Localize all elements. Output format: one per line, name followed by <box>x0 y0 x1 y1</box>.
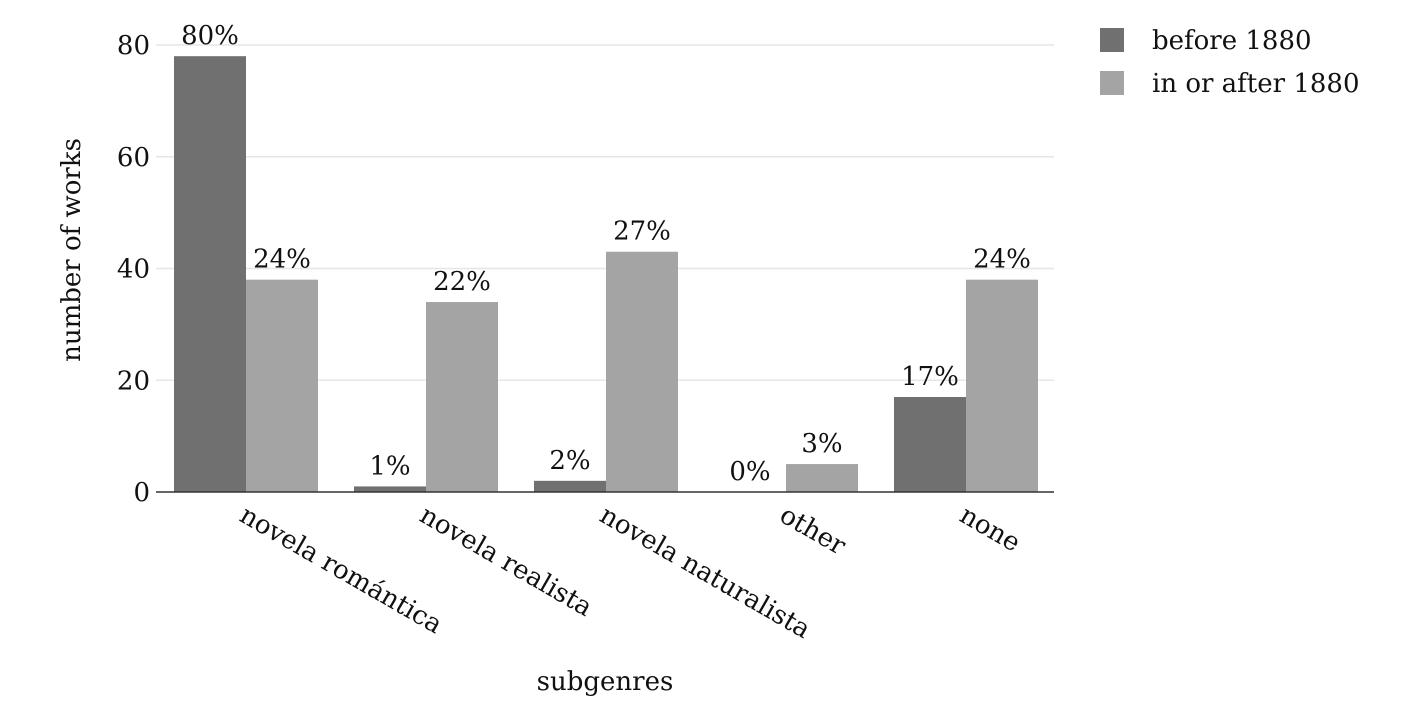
y-tick-label: 60 <box>117 143 150 173</box>
y-tick-label: 80 <box>117 31 150 61</box>
x-tick-label: novela realista <box>415 500 598 623</box>
bar-after-1880-0 <box>246 279 318 492</box>
y-tick-label: 20 <box>117 366 150 396</box>
data-label: 0% <box>729 457 770 487</box>
bar-after-1880-4 <box>966 279 1038 492</box>
bar-after-1880-2 <box>606 251 678 492</box>
data-label: 27% <box>613 217 671 247</box>
data-label: 1% <box>369 451 410 481</box>
bar-before-1880-2 <box>534 480 606 492</box>
x-tick-label: none <box>955 500 1026 558</box>
x-tick-label: novela romántica <box>235 500 448 640</box>
data-label: 2% <box>549 446 590 476</box>
bar-after-1880-3 <box>786 464 858 492</box>
y-tick-label: 0 <box>133 478 150 508</box>
data-label: 80% <box>181 21 239 51</box>
bar-after-1880-1 <box>426 302 498 492</box>
bars-group <box>174 56 1038 493</box>
y-axis-title: number of works <box>57 138 87 362</box>
x-tick-label: other <box>775 500 852 562</box>
data-label: 22% <box>433 267 491 297</box>
data-label: 3% <box>801 429 842 459</box>
y-axis-ticks: 0 20 40 60 80 <box>117 31 150 508</box>
legend-label: in or after 1880 <box>1152 69 1360 99</box>
bar-before-1880-0 <box>174 56 246 493</box>
data-label: 24% <box>253 245 311 275</box>
grid-lines <box>156 44 1054 381</box>
data-labels-group: 80% 24% 1% 22% 2% 27% 0% 3% 17% 24% <box>181 21 1031 487</box>
legend-swatch <box>1100 71 1124 95</box>
bar-before-1880-4 <box>894 397 966 492</box>
data-label: 24% <box>973 245 1031 275</box>
legend-swatch <box>1100 28 1124 52</box>
bar-before-1880-1 <box>354 486 426 492</box>
data-label: 17% <box>901 362 959 392</box>
legend: before 1880 in or after 1880 <box>1100 26 1360 99</box>
x-axis-title: subgenres <box>537 667 674 697</box>
legend-label: before 1880 <box>1152 26 1312 56</box>
y-tick-label: 40 <box>117 255 150 285</box>
